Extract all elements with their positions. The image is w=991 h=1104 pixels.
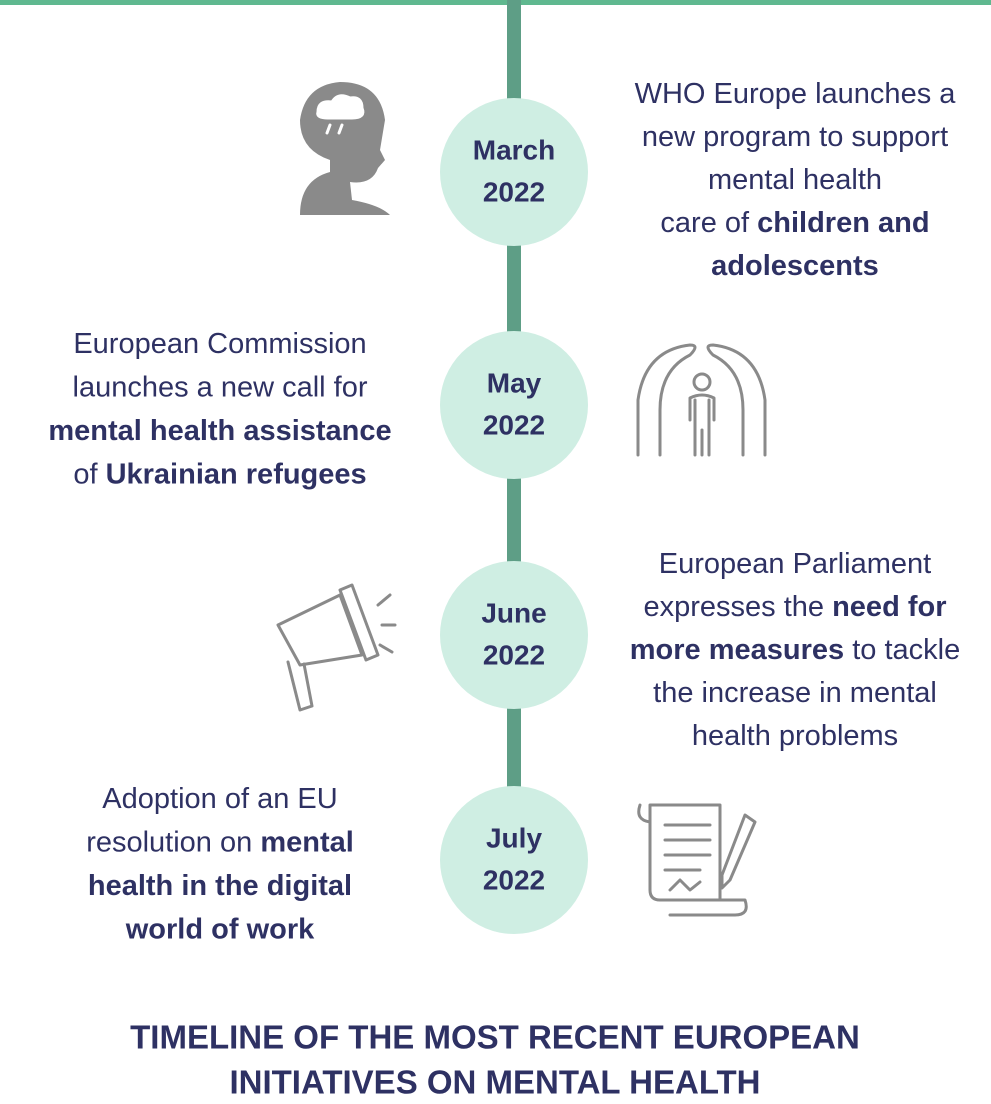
text-segment: world of work [125, 913, 315, 945]
document-icon [637, 803, 757, 917]
event-text-line: health in the digital [88, 870, 352, 902]
text-segment: adolescents [711, 250, 879, 282]
date-circle [440, 331, 588, 479]
text-segment: Adoption of an EU [102, 783, 337, 815]
date-label: 2022 [483, 409, 545, 440]
event-text-line: health problems [692, 720, 898, 752]
date-circle [440, 98, 588, 246]
event-text-line: expresses the need for [643, 591, 946, 623]
text-segment: children and [757, 207, 929, 239]
event-text-line: Adoption of an EU [102, 783, 337, 815]
top-rule [0, 0, 991, 5]
date-label: July [486, 822, 542, 853]
date-label: May [487, 367, 542, 398]
hands-icon [636, 343, 767, 457]
text-segment: WHO Europe launches a [635, 78, 957, 110]
event-text-line: European Parliament [659, 548, 931, 580]
text-segment: launches a new call for [73, 371, 368, 403]
event-text-line: mental health assistance [48, 415, 391, 447]
megaphone-icon [276, 583, 397, 712]
event-text-line: care of children and [660, 207, 929, 239]
event-text-line: launches a new call for [73, 371, 368, 403]
event-text-line: mental health [708, 164, 882, 196]
event-text-line: resolution on mental [86, 826, 354, 858]
title-line: INITIATIVES ON MENTAL HEALTH [229, 1064, 760, 1101]
text-segment: to tackle [844, 634, 960, 666]
date-label: March [473, 134, 555, 165]
text-segment: European Commission [73, 328, 366, 360]
title-line: TIMELINE OF THE MOST RECENT EUROPEAN [130, 1019, 860, 1056]
event-text-line: of Ukrainian refugees [73, 458, 366, 490]
date-circle [440, 561, 588, 709]
text-segment: Ukrainian refugees [106, 458, 367, 490]
text-segment: health problems [692, 720, 898, 752]
date-circle [440, 786, 588, 934]
event-text-line: WHO Europe launches a [635, 78, 957, 110]
text-segment: mental health [708, 164, 882, 196]
text-segment: resolution on [86, 826, 260, 858]
event-text-line: adolescents [711, 250, 879, 282]
event-text-line: new program to support [642, 121, 948, 153]
text-segment: of [73, 458, 105, 490]
text-segment: European Parliament [659, 548, 931, 580]
date-label: 2022 [483, 639, 545, 670]
text-segment: care of [660, 207, 757, 239]
text-segment: more measures [630, 634, 844, 666]
event-text-line: more measures to tackle [630, 634, 960, 666]
event-text-line: the increase in mental [653, 677, 937, 709]
date-label: 2022 [483, 176, 545, 207]
text-segment: expresses the [643, 591, 832, 623]
text-segment: mental health assistance [48, 415, 391, 447]
event-text-line: European Commission [73, 328, 366, 360]
event-text-line: world of work [125, 913, 315, 945]
text-segment: health in the digital [88, 870, 352, 902]
date-label: 2022 [483, 864, 545, 895]
text-segment: the increase in mental [653, 677, 937, 709]
head-icon [300, 82, 390, 215]
text-segment: new program to support [642, 121, 948, 153]
text-segment: need for [832, 591, 946, 623]
date-label: June [481, 597, 546, 628]
text-segment: mental [260, 826, 353, 858]
